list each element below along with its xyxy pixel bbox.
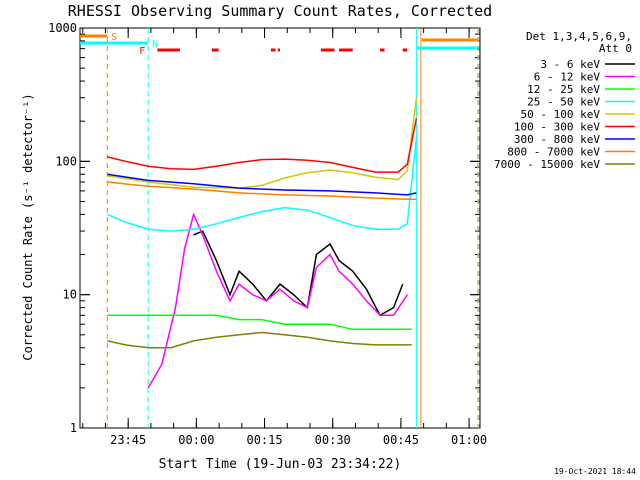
series-line xyxy=(107,97,418,189)
legend-entry-label: 300 - 800 keV xyxy=(514,133,600,146)
legend-entry-label: 50 - 100 keV xyxy=(521,108,601,121)
legend-entry-label: 6 - 12 keV xyxy=(534,71,601,84)
legend-entry-label: 12 - 25 keV xyxy=(527,83,600,96)
legend-entry-label: 800 - 7000 keV xyxy=(507,146,600,159)
y-tick-label: 10 xyxy=(63,288,77,302)
state-label-n: N xyxy=(152,39,158,50)
series-line xyxy=(107,331,412,349)
legend-header: Det 1,3,4,5,6,9, xyxy=(526,30,632,43)
state-label-f: F xyxy=(139,46,145,57)
x-tick-label: 00:45 xyxy=(383,433,419,447)
x-axis-label: Start Time (19-Jun-03 23:34:22) xyxy=(159,457,402,472)
legend-entry-label: 7000 - 15000 keV xyxy=(494,158,600,171)
series-line xyxy=(107,118,418,173)
x-tick-label: 00:00 xyxy=(178,433,214,447)
x-tick-label: 23:45 xyxy=(110,433,146,447)
series-line xyxy=(107,137,418,232)
series-line xyxy=(107,314,412,331)
footer-timestamp: 19-Oct-2021 18:44 xyxy=(554,467,636,476)
y-tick-label: 1000 xyxy=(48,21,77,35)
series-line xyxy=(147,212,408,389)
plot-area: 1 10 100 1000 23:45 00:00 00:15 00:30 00:45 01:00… xyxy=(48,21,487,447)
x-tick-label: 00:30 xyxy=(315,433,351,447)
legend-entry-label: 25 - 50 keV xyxy=(527,96,600,109)
legend-entry-label: 100 - 300 keV xyxy=(514,121,600,134)
y-tick-label: 100 xyxy=(55,154,77,168)
x-tick-label: 00:15 xyxy=(246,433,282,447)
series-line xyxy=(107,173,417,196)
x-tick-label: 01:00 xyxy=(451,433,487,447)
y-axis-label: Corrected Count Rate (s⁻¹ detector⁻¹) xyxy=(21,93,35,360)
state-label-s: S xyxy=(111,32,117,43)
y-tick-label: 1 xyxy=(70,421,77,435)
legend-header: Att 0 xyxy=(599,42,632,55)
series-line xyxy=(107,181,417,200)
legend-entry-label: 3 - 6 keV xyxy=(540,58,600,71)
plot-frame xyxy=(79,27,481,429)
series-line xyxy=(193,230,404,317)
chart-title: RHESSI Observing Summary Count Rates, Co… xyxy=(68,2,492,20)
